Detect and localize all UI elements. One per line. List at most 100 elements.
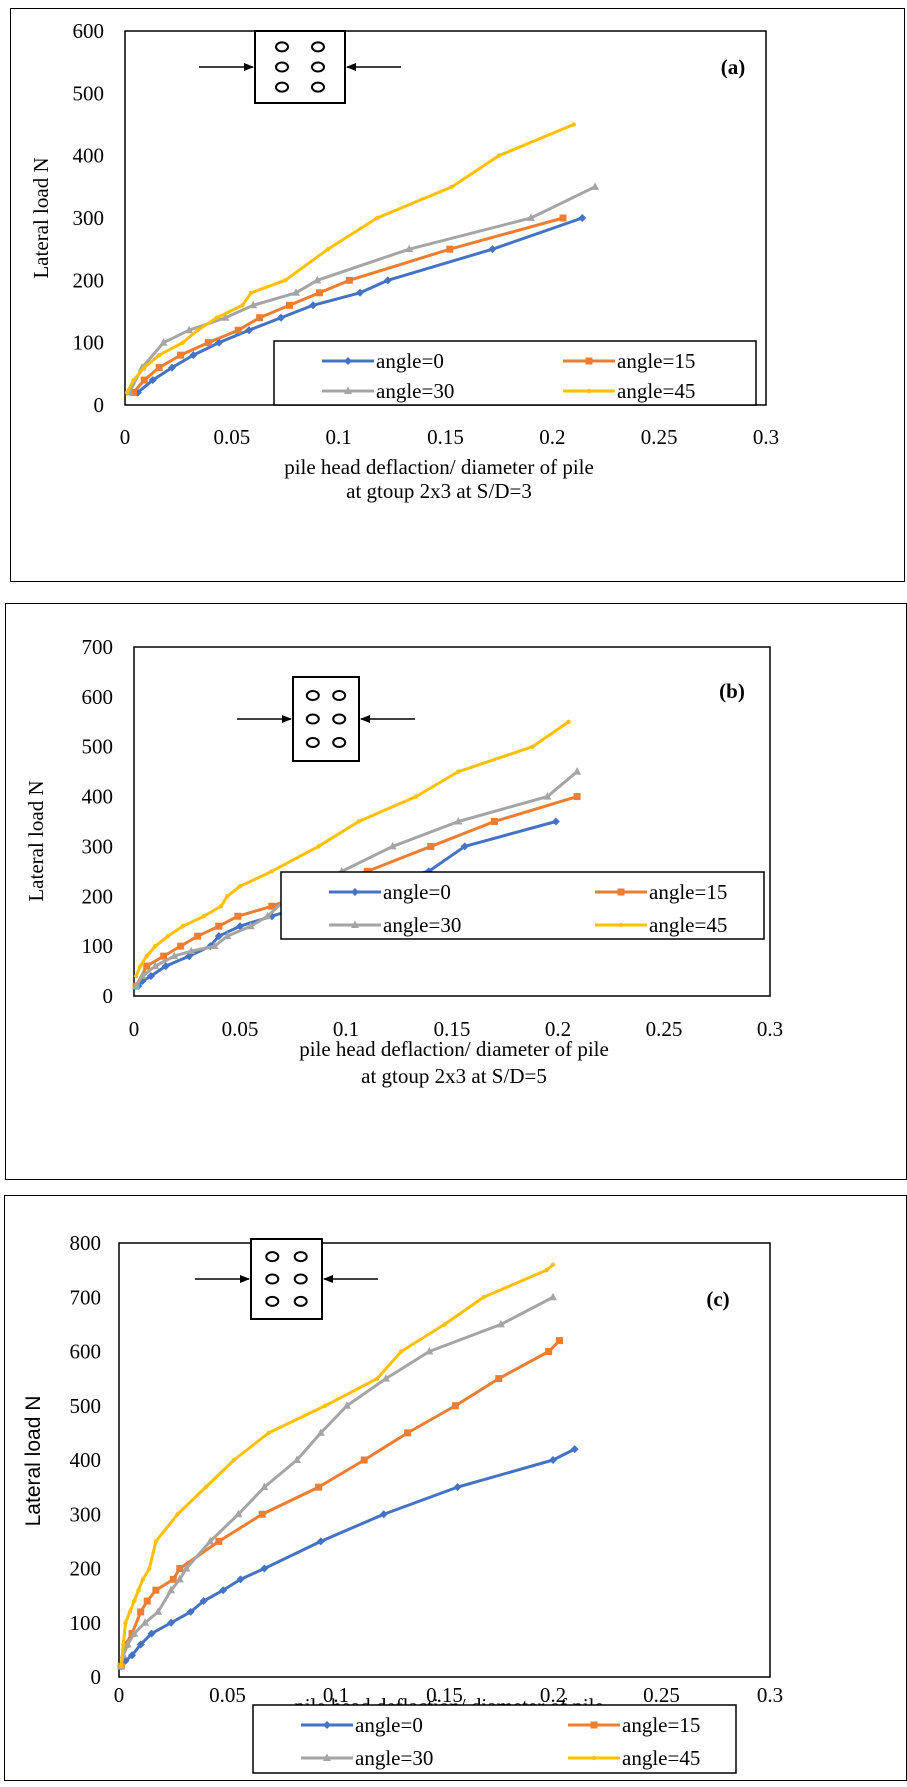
pile-icon — [265, 1273, 280, 1285]
x-tick-label: 0.15 — [427, 425, 464, 449]
data-point — [292, 1455, 301, 1463]
data-point — [266, 1430, 271, 1436]
panel-label: (a) — [721, 55, 746, 79]
y-tick-label: 500 — [82, 735, 114, 759]
data-point — [379, 1510, 388, 1519]
data-point — [231, 1457, 237, 1463]
pile-icon — [311, 61, 325, 73]
y-tick-label: 0 — [91, 1665, 102, 1689]
x-tick-label: 0.15 — [426, 1683, 463, 1707]
y-tick-label: 600 — [70, 1340, 102, 1364]
pile-icon — [265, 1251, 280, 1263]
data-point — [234, 912, 242, 920]
data-point — [325, 246, 331, 252]
y-axis-label: Lateral load N — [22, 1396, 45, 1527]
data-point — [176, 1565, 184, 1572]
data-point — [203, 1484, 208, 1490]
chart-c-svg: 0 100 200 300 400 500 600 700 800 0 0.05 0.1 0.15 0.2… — [22, 1231, 783, 1774]
legend-marker — [344, 357, 352, 365]
y-axis-label: Lateral load N — [24, 780, 48, 901]
data-point — [258, 1510, 266, 1518]
data-point — [549, 1292, 557, 1301]
data-point — [143, 962, 151, 970]
data-point — [210, 941, 219, 950]
x-tick-label: 0.2 — [545, 1017, 571, 1041]
legend-label: angle=30 — [383, 913, 461, 937]
chart-panel-b: 0 100 200 300 400 500 600 700 0 0.05 0.1 0.15 0.2 0.2… — [5, 603, 907, 1180]
x-tick-label: 0.05 — [209, 1683, 246, 1707]
data-point — [144, 953, 149, 959]
data-point — [481, 1295, 486, 1300]
legend-marker — [323, 1753, 331, 1761]
data-point — [221, 313, 230, 321]
data-point — [315, 289, 323, 297]
x-tick-label: 0.1 — [326, 425, 352, 449]
x-axis-sublabel: at gtoup 2x3 at S/D=5 — [361, 1064, 547, 1088]
chart-a-svg: 0 100 200 300 400 500 600 0 0.05 0.1 0.15 0.2 0.25 0.… — [29, 19, 779, 503]
data-point — [180, 340, 185, 345]
data-point — [276, 313, 285, 322]
data-point — [571, 122, 576, 127]
legend-label: angle=30 — [376, 379, 454, 403]
data-point — [127, 1609, 133, 1615]
legend-marker — [590, 1721, 598, 1729]
data-point — [456, 769, 461, 774]
data-point — [249, 300, 258, 309]
data-point — [186, 1607, 195, 1616]
data-point — [360, 1456, 368, 1464]
data-point — [374, 215, 380, 221]
y-tick-label: 200 — [82, 884, 114, 908]
data-point — [545, 1348, 553, 1355]
data-point — [153, 1539, 159, 1544]
data-point — [177, 942, 185, 950]
data-point — [248, 290, 254, 295]
y-axis-label: Lateral load N — [29, 157, 53, 278]
data-point — [315, 1483, 323, 1491]
legend-label: angle=0 — [355, 1713, 423, 1737]
y-tick-label: 500 — [70, 1394, 102, 1418]
data-point — [160, 952, 168, 960]
data-point — [130, 1629, 139, 1637]
pile-group-schematic — [195, 1238, 378, 1320]
series-line-angle-0 — [136, 216, 583, 394]
data-point — [154, 1607, 163, 1615]
data-point — [170, 951, 179, 960]
y-tick-label: 0 — [103, 984, 114, 1008]
data-point — [123, 1639, 132, 1648]
data-point — [345, 276, 353, 284]
data-point — [189, 351, 198, 360]
data-point — [556, 1337, 564, 1345]
legend-marker — [618, 922, 624, 928]
data-point — [215, 1537, 223, 1545]
series-line-angle-30 — [119, 1295, 554, 1667]
x-axis-sublabel: at gtoup 2x3 at S/D=3 — [346, 479, 532, 503]
y-tick-label: 100 — [70, 1611, 102, 1635]
data-point — [152, 1586, 160, 1594]
pile-icon — [293, 1273, 308, 1285]
series-line-angle-45 — [119, 1263, 554, 1667]
data-point — [260, 1564, 269, 1573]
plot-area — [118, 1242, 771, 1678]
data-point — [495, 1375, 503, 1383]
x-tick-label: 0 — [129, 1017, 140, 1041]
data-point — [195, 328, 200, 333]
data-point — [131, 1598, 137, 1604]
data-point — [496, 153, 502, 158]
y-tick-label: 700 — [82, 635, 114, 659]
data-point — [550, 1262, 556, 1267]
data-point — [427, 842, 435, 850]
data-point — [133, 973, 139, 979]
data-point — [449, 184, 455, 190]
data-point — [549, 1456, 557, 1464]
data-point — [140, 376, 148, 384]
data-point — [121, 1642, 126, 1647]
legend-label: angle=30 — [355, 1746, 433, 1770]
data-point — [214, 315, 220, 320]
legend-box — [280, 871, 765, 940]
data-point — [322, 1403, 328, 1408]
data-point — [316, 1537, 325, 1546]
x-tick-label: 0.25 — [643, 1683, 680, 1707]
data-point — [161, 962, 170, 971]
data-point — [146, 972, 155, 981]
data-point — [118, 1663, 124, 1669]
